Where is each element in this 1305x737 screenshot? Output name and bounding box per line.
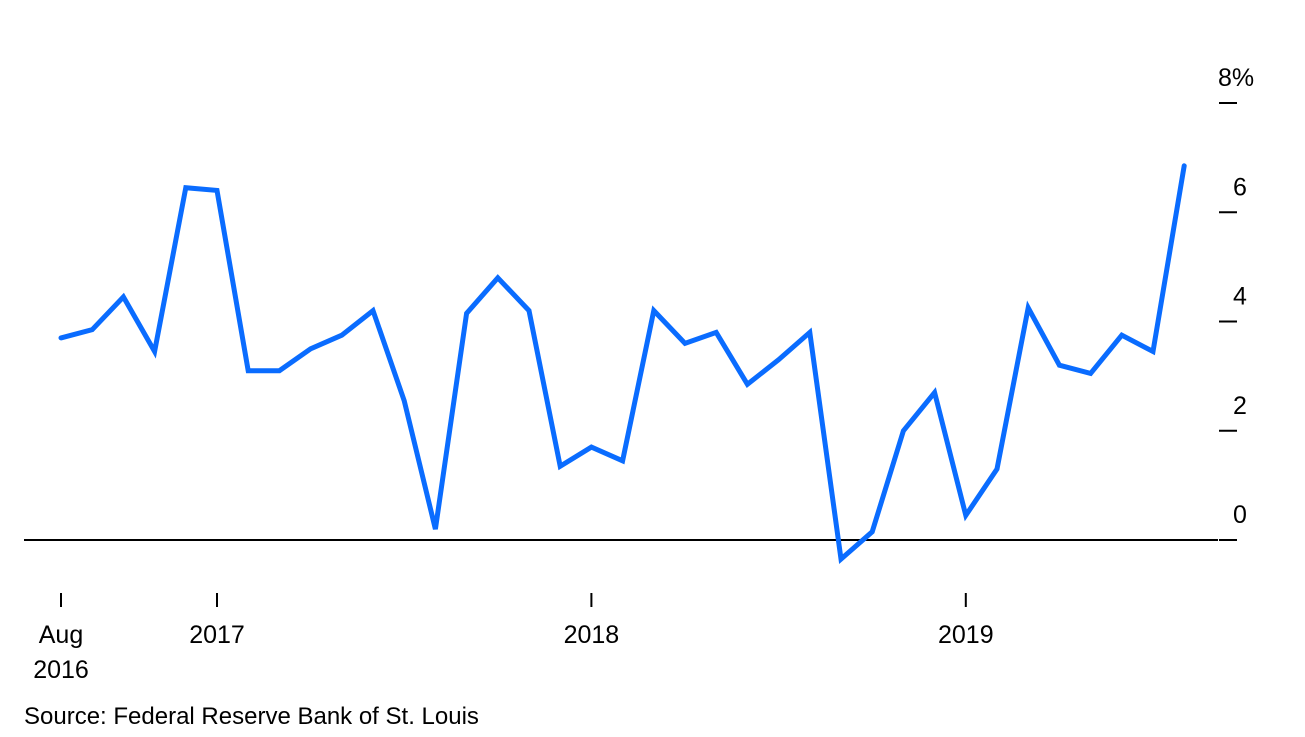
- x-tick-label: 2017: [189, 621, 245, 649]
- x-tick-label: Aug: [39, 621, 83, 649]
- y-tick-label: 4: [1233, 283, 1247, 311]
- x-axis: Aug 2016 2017 2018 2019: [33, 593, 994, 684]
- series-group: [58, 163, 1187, 565]
- y-tick-label: 0: [1233, 501, 1247, 529]
- y-axis: 8% 6 4 2 0: [1218, 64, 1254, 541]
- y-tick-label: 2: [1233, 392, 1247, 420]
- x-tick-label: 2016: [33, 656, 89, 684]
- y-tick-label: 6: [1233, 173, 1247, 201]
- source-note: Source: Federal Reserve Bank of St. Loui…: [24, 703, 479, 730]
- x-tick-label: 2018: [564, 621, 620, 649]
- x-tick-label: 2019: [938, 621, 994, 649]
- y-tick-label: 8%: [1218, 64, 1254, 92]
- series-line: [58, 163, 1187, 565]
